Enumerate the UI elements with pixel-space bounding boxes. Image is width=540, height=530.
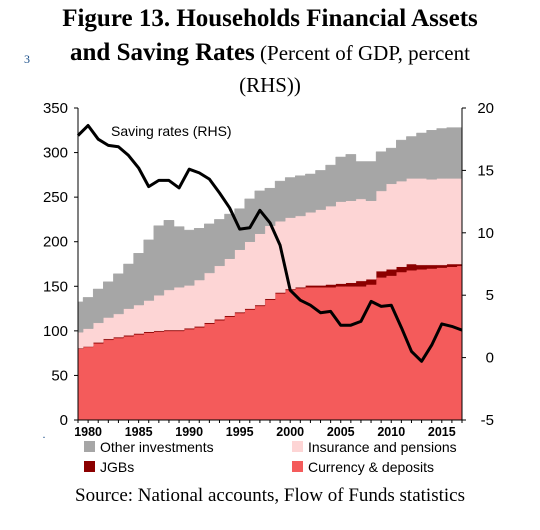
- x-tick-label: 2010: [377, 425, 405, 439]
- right-tick-label: 20: [477, 100, 494, 117]
- legend-swatch: [292, 441, 303, 452]
- chart-title-line3: (RHS)): [239, 73, 301, 97]
- legend-label: Insurance and pensions: [308, 439, 457, 455]
- margin-mark: 3: [24, 52, 30, 66]
- x-axis-ticks: 1980 1985 1990 1995 2000 2005 2010 2015: [74, 420, 463, 439]
- right-tick-label: 0: [486, 350, 494, 367]
- legend-swatch: [84, 441, 95, 452]
- left-axis-ticks: 0 50 100 150 200 250 300 350: [43, 100, 78, 429]
- legend-swatch: [84, 461, 95, 472]
- left-tick-label: 150: [43, 278, 68, 295]
- saving-rate-annotation: Saving rates (RHS): [111, 123, 232, 139]
- x-tick-label: 2005: [327, 425, 355, 439]
- stacked-areas: [77, 127, 463, 421]
- left-tick-label: 200: [43, 234, 68, 251]
- right-tick-label: 10: [477, 225, 494, 242]
- x-tick-label: 1990: [175, 425, 203, 439]
- chart-title-unit-part: (Percent of GDP, percent: [254, 41, 470, 65]
- chart-title-bold-part: and Saving Rates: [70, 39, 255, 66]
- x-tick-label: 1995: [226, 425, 254, 439]
- left-tick-label: 0: [60, 412, 68, 429]
- x-tick-label: 1985: [125, 425, 153, 439]
- chart-title-line1: Figure 13. Households Financial Assets: [62, 5, 478, 32]
- legend: Other investments Insurance and pensions J…: [84, 439, 457, 475]
- x-tick-label: 2000: [276, 425, 304, 439]
- right-axis-ticks: -5 0 5 10 15 20: [462, 100, 494, 429]
- saving-rate-line-group: [76, 124, 463, 363]
- chart-title-line2: and Saving Rates (Percent of GDP, percen…: [0, 38, 540, 68]
- left-tick-label: 250: [43, 189, 68, 206]
- x-tick-label: 2015: [428, 425, 456, 439]
- left-tick-label: 300: [43, 145, 68, 162]
- right-tick-label: -5: [481, 412, 494, 429]
- saving-rate-line: [76, 124, 463, 363]
- legend-label: JGBs: [100, 459, 134, 475]
- left-tick-label: 100: [43, 323, 68, 340]
- legend-label: Currency & deposits: [308, 459, 434, 475]
- source-note: Source: National accounts, Flow of Funds…: [75, 485, 465, 506]
- right-tick-label: 5: [486, 287, 494, 304]
- right-tick-label: 15: [477, 162, 494, 179]
- legend-label: Other investments: [100, 439, 214, 455]
- legend-swatch: [292, 461, 303, 472]
- margin-mark: ·: [42, 430, 46, 444]
- x-tick-label: 1980: [74, 425, 102, 439]
- left-tick-label: 50: [51, 367, 68, 384]
- left-tick-label: 350: [43, 100, 68, 117]
